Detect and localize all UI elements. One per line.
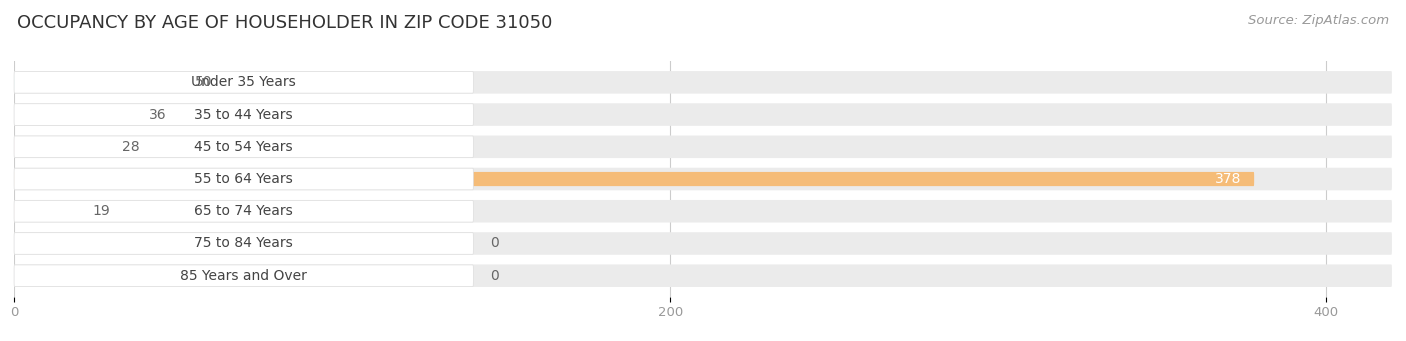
Text: 75 to 84 Years: 75 to 84 Years xyxy=(194,237,292,251)
FancyBboxPatch shape xyxy=(14,75,179,89)
FancyBboxPatch shape xyxy=(14,72,474,93)
FancyBboxPatch shape xyxy=(14,172,1254,186)
Text: 45 to 54 Years: 45 to 54 Years xyxy=(194,140,292,154)
FancyBboxPatch shape xyxy=(14,236,41,251)
Text: 55 to 64 Years: 55 to 64 Years xyxy=(194,172,292,186)
Text: 50: 50 xyxy=(194,75,212,89)
Text: 0: 0 xyxy=(489,237,499,251)
FancyBboxPatch shape xyxy=(14,269,41,283)
Text: OCCUPANCY BY AGE OF HOUSEHOLDER IN ZIP CODE 31050: OCCUPANCY BY AGE OF HOUSEHOLDER IN ZIP C… xyxy=(17,14,553,32)
FancyBboxPatch shape xyxy=(14,264,1392,287)
FancyBboxPatch shape xyxy=(14,204,76,218)
Text: 0: 0 xyxy=(489,269,499,283)
FancyBboxPatch shape xyxy=(14,135,1392,158)
FancyBboxPatch shape xyxy=(14,71,1392,94)
FancyBboxPatch shape xyxy=(14,265,474,286)
Text: 85 Years and Over: 85 Years and Over xyxy=(180,269,307,283)
FancyBboxPatch shape xyxy=(14,104,474,125)
FancyBboxPatch shape xyxy=(14,233,474,254)
Text: 65 to 74 Years: 65 to 74 Years xyxy=(194,204,292,218)
FancyBboxPatch shape xyxy=(14,200,1392,223)
FancyBboxPatch shape xyxy=(14,136,474,158)
Text: Under 35 Years: Under 35 Years xyxy=(191,75,297,89)
FancyBboxPatch shape xyxy=(14,107,132,122)
Text: 28: 28 xyxy=(122,140,141,154)
Text: 378: 378 xyxy=(1215,172,1241,186)
FancyBboxPatch shape xyxy=(14,140,105,154)
Text: 19: 19 xyxy=(93,204,111,218)
FancyBboxPatch shape xyxy=(14,201,474,222)
Text: Source: ZipAtlas.com: Source: ZipAtlas.com xyxy=(1249,14,1389,27)
FancyBboxPatch shape xyxy=(14,168,474,190)
FancyBboxPatch shape xyxy=(14,168,1392,190)
Text: 35 to 44 Years: 35 to 44 Years xyxy=(194,107,292,121)
Text: 36: 36 xyxy=(149,107,166,121)
FancyBboxPatch shape xyxy=(14,232,1392,255)
FancyBboxPatch shape xyxy=(14,103,1392,126)
